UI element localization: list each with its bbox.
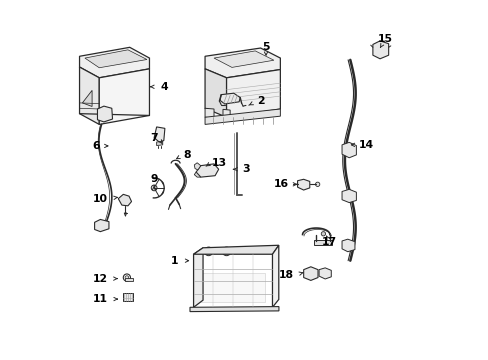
Polygon shape: [97, 106, 112, 122]
Text: 9: 9: [150, 174, 158, 184]
Polygon shape: [223, 109, 230, 119]
Bar: [310, 270, 316, 276]
Circle shape: [245, 248, 250, 253]
Polygon shape: [303, 267, 317, 280]
Circle shape: [222, 247, 230, 256]
Bar: [380, 46, 385, 53]
Polygon shape: [204, 108, 214, 118]
Bar: [123, 293, 133, 301]
Polygon shape: [214, 51, 273, 67]
Polygon shape: [341, 189, 356, 203]
Circle shape: [261, 248, 265, 253]
Polygon shape: [226, 69, 280, 117]
Circle shape: [151, 185, 157, 191]
Bar: [304, 270, 309, 276]
Bar: [206, 97, 215, 105]
Bar: [94, 103, 100, 108]
Polygon shape: [220, 93, 240, 104]
Polygon shape: [99, 69, 149, 125]
Polygon shape: [85, 50, 147, 68]
Polygon shape: [372, 41, 388, 59]
Circle shape: [225, 58, 231, 64]
Text: 6: 6: [93, 141, 100, 151]
Polygon shape: [272, 245, 278, 307]
Polygon shape: [297, 179, 309, 190]
Circle shape: [210, 168, 214, 172]
Polygon shape: [319, 268, 330, 279]
Circle shape: [268, 248, 272, 253]
Circle shape: [100, 110, 108, 118]
Circle shape: [256, 60, 261, 64]
Polygon shape: [190, 307, 278, 312]
Circle shape: [238, 248, 242, 253]
Text: 15: 15: [377, 35, 392, 44]
Circle shape: [253, 248, 258, 253]
Polygon shape: [341, 239, 354, 252]
Circle shape: [99, 224, 102, 227]
Bar: [94, 97, 100, 102]
Polygon shape: [80, 47, 149, 78]
Polygon shape: [204, 109, 280, 125]
Text: 3: 3: [242, 164, 250, 174]
Polygon shape: [193, 245, 278, 254]
Bar: [125, 278, 133, 281]
Circle shape: [125, 276, 128, 279]
Text: 4: 4: [160, 82, 167, 92]
Polygon shape: [204, 48, 280, 78]
Polygon shape: [193, 248, 203, 307]
Circle shape: [244, 56, 250, 62]
Polygon shape: [154, 127, 164, 142]
Polygon shape: [94, 220, 109, 231]
Text: 11: 11: [92, 294, 107, 304]
Circle shape: [344, 146, 351, 153]
Polygon shape: [118, 194, 131, 206]
Polygon shape: [80, 67, 99, 125]
Polygon shape: [156, 141, 163, 145]
Text: 13: 13: [211, 158, 226, 168]
Circle shape: [204, 247, 212, 256]
Circle shape: [102, 112, 106, 116]
Polygon shape: [196, 164, 218, 177]
Text: 17: 17: [322, 237, 337, 247]
Polygon shape: [82, 90, 92, 107]
Polygon shape: [194, 163, 201, 170]
Circle shape: [344, 242, 350, 248]
Text: 16: 16: [274, 179, 289, 189]
Text: 1: 1: [170, 256, 178, 266]
Circle shape: [206, 249, 210, 253]
Text: 7: 7: [150, 133, 158, 143]
Bar: [201, 273, 265, 302]
Circle shape: [321, 231, 325, 236]
Text: 10: 10: [92, 194, 107, 204]
Text: 12: 12: [92, 274, 107, 284]
Circle shape: [345, 193, 351, 199]
Text: 5: 5: [262, 42, 269, 52]
Circle shape: [224, 249, 228, 253]
Circle shape: [202, 167, 209, 174]
Circle shape: [97, 221, 105, 229]
Bar: [373, 46, 379, 53]
Bar: [94, 90, 100, 95]
Circle shape: [315, 182, 319, 186]
Polygon shape: [194, 172, 201, 177]
Bar: [215, 97, 224, 105]
Text: 8: 8: [183, 150, 191, 160]
Circle shape: [300, 181, 305, 187]
Polygon shape: [341, 142, 356, 158]
Bar: [314, 240, 331, 245]
Text: 2: 2: [257, 96, 264, 106]
Text: 18: 18: [279, 270, 293, 280]
Text: 14: 14: [359, 140, 374, 150]
Polygon shape: [204, 69, 226, 117]
